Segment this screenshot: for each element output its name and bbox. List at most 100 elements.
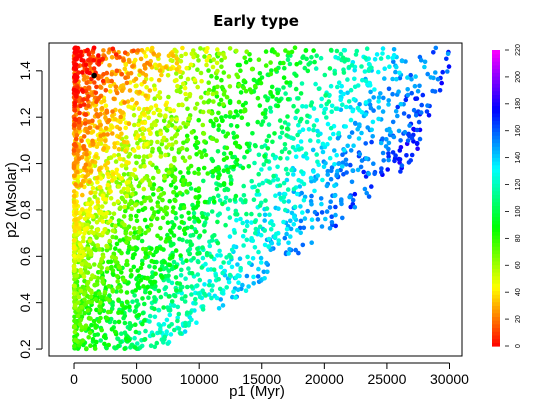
data-point <box>124 240 129 245</box>
data-point <box>73 117 79 123</box>
data-point <box>268 227 274 232</box>
data-point <box>92 282 97 288</box>
data-point <box>153 103 159 108</box>
data-point <box>89 200 95 205</box>
color-bar-label: 60 <box>515 261 522 269</box>
data-point <box>320 177 325 183</box>
data-point <box>119 71 125 77</box>
data-point <box>124 135 129 140</box>
data-point <box>216 306 222 311</box>
data-point <box>174 193 179 198</box>
data-point <box>397 148 403 153</box>
data-point <box>72 101 78 106</box>
data-point <box>359 64 364 69</box>
data-point <box>238 216 243 222</box>
data-point <box>76 257 82 263</box>
data-point <box>206 109 212 114</box>
data-point <box>306 127 312 132</box>
data-point <box>379 166 384 171</box>
data-point <box>169 136 175 141</box>
data-point <box>149 258 154 264</box>
data-point <box>213 273 219 279</box>
data-point <box>131 112 137 118</box>
data-point <box>93 297 98 302</box>
data-point <box>233 295 238 300</box>
data-point <box>231 289 236 294</box>
data-point <box>176 326 182 331</box>
data-point <box>154 216 160 222</box>
data-point <box>72 72 78 78</box>
data-point <box>186 210 191 216</box>
data-point <box>118 114 123 120</box>
data-point <box>77 249 83 254</box>
data-point <box>114 241 120 247</box>
data-point <box>152 96 157 101</box>
data-point <box>217 248 222 254</box>
data-point <box>346 99 352 104</box>
data-point <box>123 125 128 131</box>
data-point <box>327 226 333 231</box>
data-point <box>120 196 126 202</box>
data-point <box>409 90 415 96</box>
data-point <box>150 146 155 152</box>
data-point <box>218 97 224 103</box>
data-point <box>118 289 124 294</box>
data-point <box>156 77 162 83</box>
data-point <box>124 290 130 295</box>
data-point <box>199 265 205 270</box>
data-point <box>171 108 177 113</box>
data-point <box>125 186 130 191</box>
data-point <box>415 88 421 94</box>
data-point <box>323 161 328 166</box>
data-point <box>315 132 321 138</box>
data-point <box>115 279 120 284</box>
data-point <box>131 48 136 54</box>
data-point <box>109 327 115 332</box>
data-point <box>405 92 411 98</box>
data-point <box>298 204 303 209</box>
data-point <box>287 80 293 85</box>
data-point <box>76 54 81 59</box>
data-point <box>136 183 142 189</box>
data-point <box>180 182 186 187</box>
color-bar-segment <box>492 194 500 199</box>
data-point <box>148 222 154 228</box>
data-point <box>202 139 207 144</box>
data-point <box>110 46 116 52</box>
data-point <box>175 83 180 89</box>
data-point <box>390 91 395 97</box>
data-point <box>196 219 202 224</box>
data-point <box>153 283 158 289</box>
data-point <box>76 174 81 179</box>
data-point <box>309 55 314 60</box>
data-point <box>195 246 200 252</box>
data-point <box>412 83 418 89</box>
data-point <box>370 134 376 139</box>
data-point <box>87 197 92 202</box>
color-bar-segment <box>492 183 500 188</box>
data-point <box>341 70 347 75</box>
data-point <box>194 320 199 326</box>
data-point <box>83 264 88 270</box>
data-point <box>94 220 100 225</box>
data-point <box>200 307 206 312</box>
data-point <box>130 299 135 305</box>
data-point <box>242 55 247 61</box>
data-point <box>149 246 154 251</box>
data-point <box>363 100 369 105</box>
data-point <box>160 215 166 221</box>
data-point <box>145 60 150 66</box>
data-point <box>345 90 350 96</box>
data-point <box>78 318 83 323</box>
data-point <box>72 225 77 230</box>
data-point <box>284 133 289 138</box>
data-point <box>300 210 305 215</box>
data-point <box>107 63 112 68</box>
data-point <box>90 118 95 124</box>
data-point <box>187 216 192 221</box>
data-point <box>281 199 287 204</box>
data-point <box>265 269 270 275</box>
data-point <box>340 215 345 221</box>
color-bar-label: 80 <box>515 234 522 242</box>
data-point <box>79 314 85 320</box>
